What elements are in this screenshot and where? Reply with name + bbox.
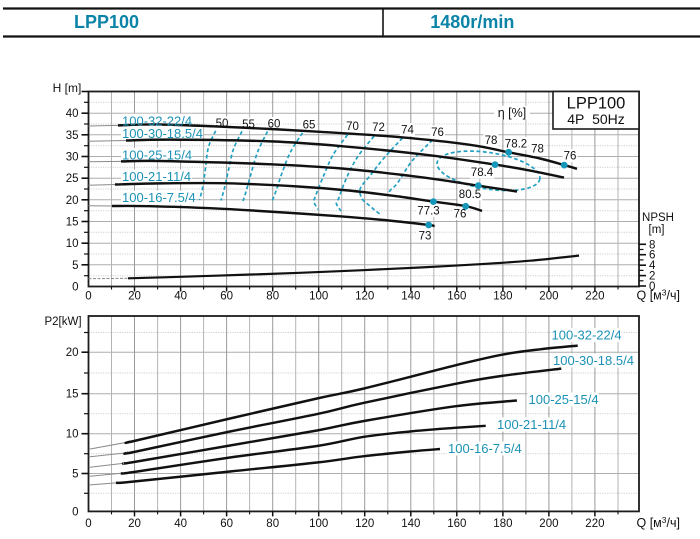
svg-text:76: 76 <box>454 209 467 221</box>
svg-text:80.5: 80.5 <box>459 189 481 201</box>
svg-text:73: 73 <box>419 231 432 243</box>
svg-text:160: 160 <box>447 291 466 303</box>
svg-text:180: 180 <box>493 518 512 530</box>
svg-text:140: 140 <box>401 518 420 530</box>
svg-text:Q [м3/ч]: Q [м3/ч] <box>637 515 680 530</box>
svg-text:P2[kW]: P2[kW] <box>44 316 81 328</box>
svg-text:100-32-22/4: 100-32-22/4 <box>552 328 622 343</box>
svg-text:25: 25 <box>66 173 79 185</box>
svg-text:40: 40 <box>174 518 187 530</box>
svg-text:35: 35 <box>66 130 79 142</box>
svg-text:70: 70 <box>346 121 359 133</box>
svg-text:100-30-18.5/4: 100-30-18.5/4 <box>553 353 634 368</box>
svg-text:10: 10 <box>66 238 79 250</box>
svg-text:LPP100: LPP100 <box>74 12 139 32</box>
svg-text:5: 5 <box>72 260 78 272</box>
svg-text:78.2: 78.2 <box>505 139 527 151</box>
svg-text:2: 2 <box>649 271 655 283</box>
svg-text:1480r/min: 1480r/min <box>430 12 514 32</box>
svg-text:LPP100: LPP100 <box>567 95 626 113</box>
svg-text:0: 0 <box>72 506 78 518</box>
svg-text:0: 0 <box>85 291 91 303</box>
svg-text:100-16-7.5/4: 100-16-7.5/4 <box>122 190 196 205</box>
svg-text:40: 40 <box>66 108 79 120</box>
svg-text:20: 20 <box>128 291 141 303</box>
svg-text:120: 120 <box>355 291 374 303</box>
svg-text:4: 4 <box>649 260 656 272</box>
svg-text:65: 65 <box>303 120 316 132</box>
svg-text:0: 0 <box>649 281 655 293</box>
svg-text:180: 180 <box>493 291 512 303</box>
svg-text:77.3: 77.3 <box>417 206 439 218</box>
svg-text:100-25-15/4: 100-25-15/4 <box>529 392 599 407</box>
svg-text:40: 40 <box>174 291 187 303</box>
svg-text:4P 50Hz: 4P 50Hz <box>567 111 625 127</box>
svg-text:6: 6 <box>649 250 655 262</box>
svg-text:100: 100 <box>309 518 328 530</box>
svg-text:100-25-15/4: 100-25-15/4 <box>122 148 192 163</box>
svg-text:220: 220 <box>585 518 604 530</box>
svg-text:5: 5 <box>72 469 78 481</box>
svg-text:200: 200 <box>539 518 558 530</box>
svg-text:Q [м3/ч]: Q [м3/ч] <box>637 288 680 303</box>
svg-text:60: 60 <box>268 119 281 131</box>
svg-text:160: 160 <box>447 518 466 530</box>
svg-text:20: 20 <box>128 518 141 530</box>
svg-text:72: 72 <box>372 122 385 134</box>
svg-text:78: 78 <box>485 135 498 147</box>
svg-text:60: 60 <box>220 518 233 530</box>
svg-text:74: 74 <box>401 125 414 137</box>
svg-text:NPSH: NPSH <box>642 212 674 224</box>
svg-text:200: 200 <box>539 291 558 303</box>
svg-text:100-30-18.5/4: 100-30-18.5/4 <box>122 126 203 141</box>
svg-text:100-16-7.5/4: 100-16-7.5/4 <box>448 441 522 456</box>
svg-text:100-21-11/4: 100-21-11/4 <box>122 169 191 184</box>
svg-text:20: 20 <box>66 347 79 359</box>
svg-text:50: 50 <box>216 118 229 130</box>
svg-text:η [%]: η [%] <box>498 106 527 120</box>
svg-text:10: 10 <box>66 429 79 441</box>
svg-text:30: 30 <box>66 152 79 164</box>
svg-text:100: 100 <box>309 291 328 303</box>
svg-text:78.4: 78.4 <box>471 167 494 179</box>
svg-text:0: 0 <box>85 518 91 530</box>
svg-text:55: 55 <box>242 119 255 131</box>
svg-text:80: 80 <box>266 518 279 530</box>
svg-text:100-32-22/4: 100-32-22/4 <box>122 113 192 128</box>
svg-text:78: 78 <box>531 144 544 156</box>
svg-text:20: 20 <box>66 195 79 207</box>
svg-text:76: 76 <box>564 151 577 163</box>
svg-text:60: 60 <box>220 291 233 303</box>
svg-text:H [m]: H [m] <box>53 81 82 95</box>
svg-text:15: 15 <box>66 389 79 401</box>
svg-text:140: 140 <box>401 291 420 303</box>
svg-text:76: 76 <box>431 127 444 139</box>
svg-text:0: 0 <box>72 282 78 294</box>
svg-text:8: 8 <box>649 239 655 251</box>
svg-text:15: 15 <box>66 217 79 229</box>
svg-text:80: 80 <box>266 291 279 303</box>
svg-text:100-21-11/4: 100-21-11/4 <box>497 417 566 432</box>
svg-text:[m]: [m] <box>649 224 665 236</box>
svg-text:120: 120 <box>355 518 374 530</box>
svg-text:220: 220 <box>585 291 604 303</box>
